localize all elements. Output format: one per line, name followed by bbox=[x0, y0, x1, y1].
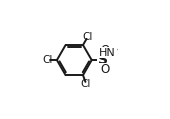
Text: S: S bbox=[98, 53, 108, 67]
Text: Cl: Cl bbox=[82, 32, 93, 42]
Text: HN: HN bbox=[99, 47, 116, 57]
Text: Cl: Cl bbox=[42, 55, 53, 65]
Text: Cl: Cl bbox=[81, 79, 91, 89]
Text: O: O bbox=[100, 63, 109, 76]
Text: O: O bbox=[100, 44, 109, 57]
